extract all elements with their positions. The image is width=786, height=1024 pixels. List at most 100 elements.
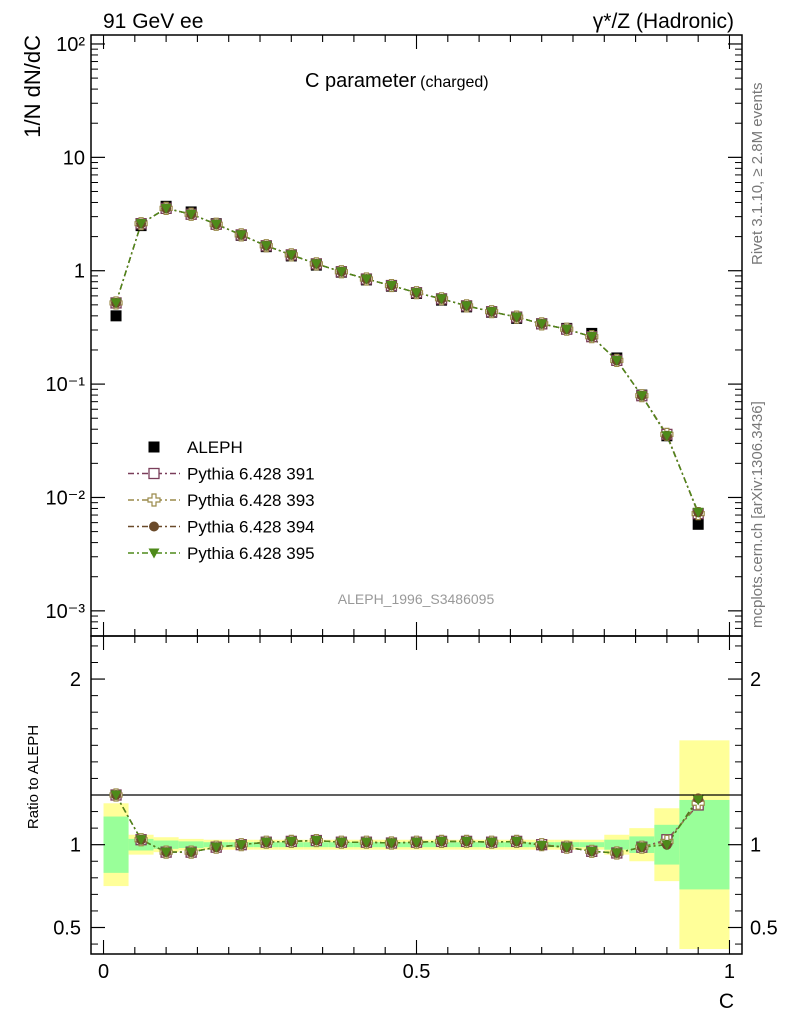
ratio-y-tick-label: 1 xyxy=(70,835,81,857)
ratio-series-point xyxy=(385,838,397,849)
main-title-text: C parameter xyxy=(305,70,416,92)
ratio-y-tick-label-right: 1 xyxy=(750,835,761,857)
ratio-band-inner xyxy=(178,841,204,848)
main-series-point xyxy=(511,312,523,323)
main-series-point xyxy=(185,209,197,220)
main-y-tick-label: 10⁻³ xyxy=(46,601,86,623)
ratio-series-point xyxy=(185,847,197,858)
ratio-panel: 0.5 0.51 12 2 0 0.5 1 xyxy=(53,635,778,983)
ratio-series-point xyxy=(661,840,673,851)
ratio-series-line-3 xyxy=(115,794,699,854)
analysis-tag: ALEPH_1996_S3486095 xyxy=(338,591,495,607)
ratio-series-point xyxy=(110,790,122,801)
main-series-point xyxy=(461,301,473,312)
ratio-series-point xyxy=(210,842,222,853)
main-series-point xyxy=(385,281,397,292)
ratio-y-ticks: 0.5 0.5 1 1 2 2 xyxy=(53,645,778,945)
ratio-series-point xyxy=(360,837,372,848)
main-series-point xyxy=(110,298,122,309)
legend-marker xyxy=(149,521,159,532)
main-series-point xyxy=(160,203,172,214)
ratio-series-point xyxy=(692,795,704,806)
main-title-suffix: (charged) xyxy=(420,74,488,91)
legend-entry-label: Pythia 6.428 394 xyxy=(187,518,315,537)
x-axis-label: C xyxy=(719,990,734,1013)
ratio-series-point xyxy=(436,836,448,847)
main-title: C parameter (charged) xyxy=(305,70,489,92)
legend-entry-label: ALEPH xyxy=(187,438,243,457)
ratio-series-point xyxy=(636,842,648,853)
ratio-band-inner xyxy=(103,816,129,873)
legend-marker xyxy=(148,548,160,559)
main-series-point xyxy=(636,391,648,402)
ratio-series-point xyxy=(260,837,272,848)
main-data-point xyxy=(110,310,122,322)
ratio-series-point xyxy=(486,837,498,848)
main-plot-area xyxy=(109,200,705,530)
main-series-point xyxy=(692,507,704,518)
main-y-ticks: 10⁻³ 10⁻² 10⁻¹ 1 10 10² xyxy=(46,34,742,637)
ratio-ylabel: Ratio to ALEPH xyxy=(25,725,42,829)
header-left: 91 GeV ee xyxy=(103,10,203,33)
ratio-series-point xyxy=(586,846,598,857)
ratio-series-point xyxy=(461,836,473,847)
legend-marker xyxy=(147,493,161,507)
x-tick-label: 0.5 xyxy=(403,961,431,983)
legend: ALEPH Pythia 6.428 391 Pythia 6.428 393 Pyt… xyxy=(128,438,315,563)
legend-entry-label: Pythia 6.428 393 xyxy=(187,491,315,510)
main-series-point xyxy=(260,241,272,252)
ratio-series-point xyxy=(536,841,548,852)
main-x-ticks xyxy=(102,35,731,636)
ratio-series-point xyxy=(511,836,523,847)
legend-marker xyxy=(148,467,160,480)
ratio-series-point xyxy=(335,837,347,848)
main-y-tick-label: 10² xyxy=(56,34,85,56)
ratio-series-point xyxy=(160,847,172,858)
ratio-y-tick-label-right: 0.5 xyxy=(750,918,778,940)
ratio-plot-area xyxy=(109,788,705,860)
ratio-x-ticks: 0 0.5 1 xyxy=(98,636,735,983)
main-series-point xyxy=(411,288,422,299)
main-series-point xyxy=(661,431,673,442)
main-series-point xyxy=(310,259,322,270)
ratio-band-inner xyxy=(579,842,605,848)
main-ylabel: 1/N dN/dC xyxy=(20,35,45,138)
ratio-band-inner xyxy=(679,799,730,890)
legend-marker-data xyxy=(148,441,160,453)
main-series-point xyxy=(611,355,623,366)
main-series-point xyxy=(436,294,448,305)
ratio-series-point xyxy=(561,842,573,853)
x-tick-label: 1 xyxy=(724,961,735,983)
main-y-tick-label: 10⁻² xyxy=(46,487,86,509)
main-series-point xyxy=(335,267,347,278)
main-y-tick-label: 10 xyxy=(63,147,85,169)
main-series-point xyxy=(561,324,573,335)
legend-entry-label: Pythia 6.428 391 xyxy=(187,465,315,484)
main-series-point xyxy=(285,250,297,261)
x-tick-label: 0 xyxy=(98,961,109,983)
main-series-point xyxy=(586,332,598,343)
main-data-point xyxy=(692,518,704,530)
ratio-series-point xyxy=(411,837,422,848)
ratio-series-point xyxy=(310,836,322,847)
ratio-y-tick-label: 0.5 xyxy=(53,918,81,940)
ratio-series-point xyxy=(285,836,297,847)
header-right: γ*/Z (Hadronic) xyxy=(593,10,734,33)
ratio-y-tick-label: 2 xyxy=(70,669,81,691)
ratio-series-point xyxy=(135,835,147,846)
main-series-point xyxy=(486,307,498,318)
main-series-point xyxy=(536,319,548,330)
ratio-band-inner xyxy=(604,839,630,850)
main-y-tick-label: 10⁻¹ xyxy=(46,374,86,396)
legend-entry-label: Pythia 6.428 395 xyxy=(187,544,315,563)
ratio-band-inner xyxy=(153,840,179,849)
main-series-point xyxy=(235,230,247,241)
ratio-series-point xyxy=(611,848,623,859)
main-series-point xyxy=(210,219,222,230)
mcplots-label: mcplots.cern.ch [arXiv:1306.3436] xyxy=(749,401,766,628)
rivet-label: Rivet 3.1.10, ≥ 2.8M events xyxy=(749,83,766,266)
main-panel: C parameter (charged) ALEPH_1996_S3486095… xyxy=(46,34,743,637)
main-series-point xyxy=(360,274,372,285)
ratio-y-tick-label-right: 2 xyxy=(750,669,761,691)
